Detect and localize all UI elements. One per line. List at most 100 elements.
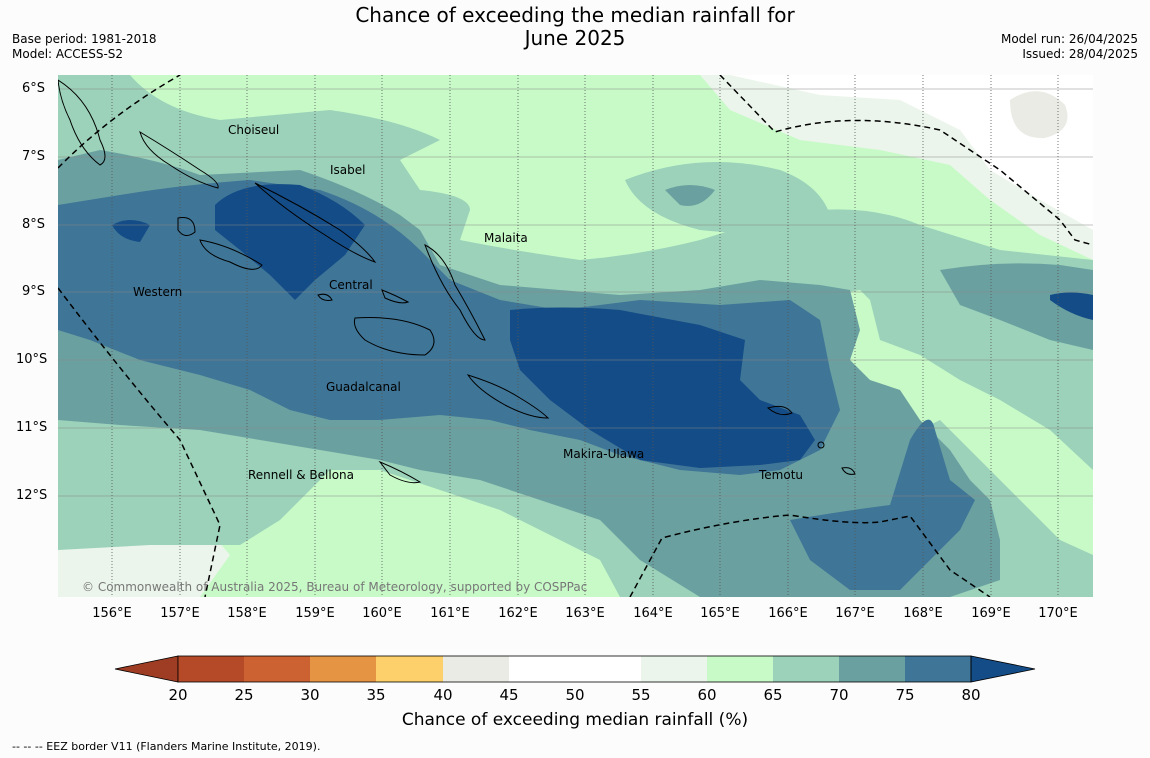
lon-label: 157°E (160, 606, 200, 621)
island-kolombangara (177, 217, 196, 236)
label-rennell-bellona: Rennell & Bellona (248, 468, 355, 482)
model-run: Model run: 26/04/2025 (1000, 32, 1138, 46)
contour-70-75-east (940, 263, 1093, 350)
lon-label: 168°E (903, 606, 943, 621)
colorbar-tick: 35 (366, 686, 386, 704)
label-guadalcanal: Guadalcanal (326, 380, 401, 394)
lon-label: 160°E (362, 606, 402, 621)
colorbar-bin-50-55 (575, 656, 641, 682)
contour-75-80-south (790, 419, 975, 590)
contour-over80-small (112, 220, 150, 242)
island-makira (466, 374, 550, 419)
colorbar-bin-65-70 (773, 656, 839, 682)
contour-over80-west (215, 184, 365, 300)
contour-50-55 (730, 75, 1093, 230)
lon-label: 158°E (227, 606, 267, 621)
colorbar-tick: 55 (631, 686, 651, 704)
lat-label: 9°S (22, 284, 46, 299)
map-title-line1: Chance of exceeding the median rainfall … (355, 3, 795, 27)
colorbar-tick: 20 (168, 686, 188, 704)
island-bougainville (58, 79, 106, 166)
lon-label: 156°E (92, 606, 132, 621)
contour-over80-east (1050, 292, 1093, 320)
model-name: Model: ACCESS-S2 (12, 47, 124, 61)
island-vanikoro (841, 467, 856, 475)
colorbar-tick: 30 (300, 686, 320, 704)
colorbar-bin-20-25 (178, 656, 244, 682)
island-choiseul (139, 130, 219, 189)
colorbar-arrow-low (114, 655, 179, 683)
colorbar-arrow-high (970, 655, 1036, 683)
label-western: Western (133, 285, 183, 299)
island-guadalcanal (354, 317, 435, 356)
contour-40-45 (1010, 91, 1068, 139)
lon-label: 161°E (430, 606, 470, 621)
colorbar-tick: 60 (697, 686, 717, 704)
colorbar-tick: 40 (433, 686, 453, 704)
colorbar-bin-55-60 (641, 656, 707, 682)
lat-label: 11°S (16, 420, 48, 435)
lon-label: 166°E (768, 606, 808, 621)
lat-label: 6°S (22, 81, 46, 96)
colorbar-tick: 80 (961, 686, 981, 704)
island-rennell (378, 460, 422, 484)
copyright: © Commonwealth of Australia 2025, Bureau… (82, 580, 588, 594)
island-russell (317, 293, 333, 301)
map-title-line2: June 2025 (524, 26, 626, 50)
colorbar-bin-75-80 (905, 656, 971, 682)
contour-65-70-east (625, 162, 830, 233)
label-isabel: Isabel (330, 163, 366, 177)
label-central: Central (329, 278, 373, 292)
colorbar-tick: 25 (234, 686, 254, 704)
island-isabel (254, 182, 377, 263)
lon-label: 159°E (295, 606, 335, 621)
coastlines (58, 79, 856, 484)
lat-label: 7°S (22, 149, 46, 164)
colorbar-title: Chance of exceeding median rainfall (%) (401, 710, 749, 730)
island-utupua (817, 441, 825, 449)
lat-label: 12°S (16, 488, 48, 503)
colorbar-bin-30-35 (310, 656, 376, 682)
lon-label: 167°E (835, 606, 875, 621)
colorbar-bin-70-75 (839, 656, 905, 682)
label-makira-ulawa: Makira-Ulawa (563, 447, 645, 461)
label-choiseul: Choiseul (228, 123, 280, 137)
eez-border (58, 75, 1093, 597)
colorbar-frame (177, 655, 972, 683)
meta-left: Base period: 1981-2018 Model: ACCESS-S2 (12, 32, 157, 62)
lon-label: 163°E (565, 606, 605, 621)
island-malaita (424, 243, 486, 341)
label-temotu: Temotu (759, 468, 804, 482)
colorbar-tick: 50 (565, 686, 585, 704)
colorbar-tick: 65 (763, 686, 783, 704)
colorbar-bin-35-40 (376, 656, 443, 682)
lon-label: 164°E (633, 606, 673, 621)
lon-grid (111, 75, 1059, 597)
colorbar-tick: 70 (829, 686, 849, 704)
meta-right: Model run: 26/04/2025 Issued: 28/04/2025 (1001, 32, 1138, 62)
colorbar-bin-25-30 (244, 656, 310, 682)
lon-label: 169°E (971, 606, 1011, 621)
probability-contours (58, 75, 1093, 597)
label-malaita: Malaita (484, 231, 528, 245)
island-florida (381, 289, 410, 304)
lat-label: 10°S (16, 352, 48, 367)
lat-label: 8°S (22, 217, 46, 232)
eez-legend: -- -- -- EEZ border V11 (Flanders Marine… (12, 740, 321, 753)
lat-grid (58, 88, 1093, 497)
contour-70-75-small (665, 185, 715, 206)
colorbar-tick: 45 (499, 686, 519, 704)
island-santa-cruz (766, 405, 793, 416)
colorbar-tick: 75 (895, 686, 915, 704)
lon-label: 165°E (700, 606, 740, 621)
island-new-georgia (199, 239, 263, 270)
colorbar-bin-40-45 (443, 656, 509, 682)
colorbar-bin-45-50 (509, 656, 575, 682)
lon-label: 170°E (1038, 606, 1078, 621)
lon-label: 162°E (498, 606, 538, 621)
base-period: Base period: 1981-2018 (12, 32, 157, 46)
issued-date: Issued: 28/04/2025 (1022, 47, 1138, 61)
colorbar-bin-60-65 (707, 656, 773, 682)
colorbar (114, 655, 1036, 683)
